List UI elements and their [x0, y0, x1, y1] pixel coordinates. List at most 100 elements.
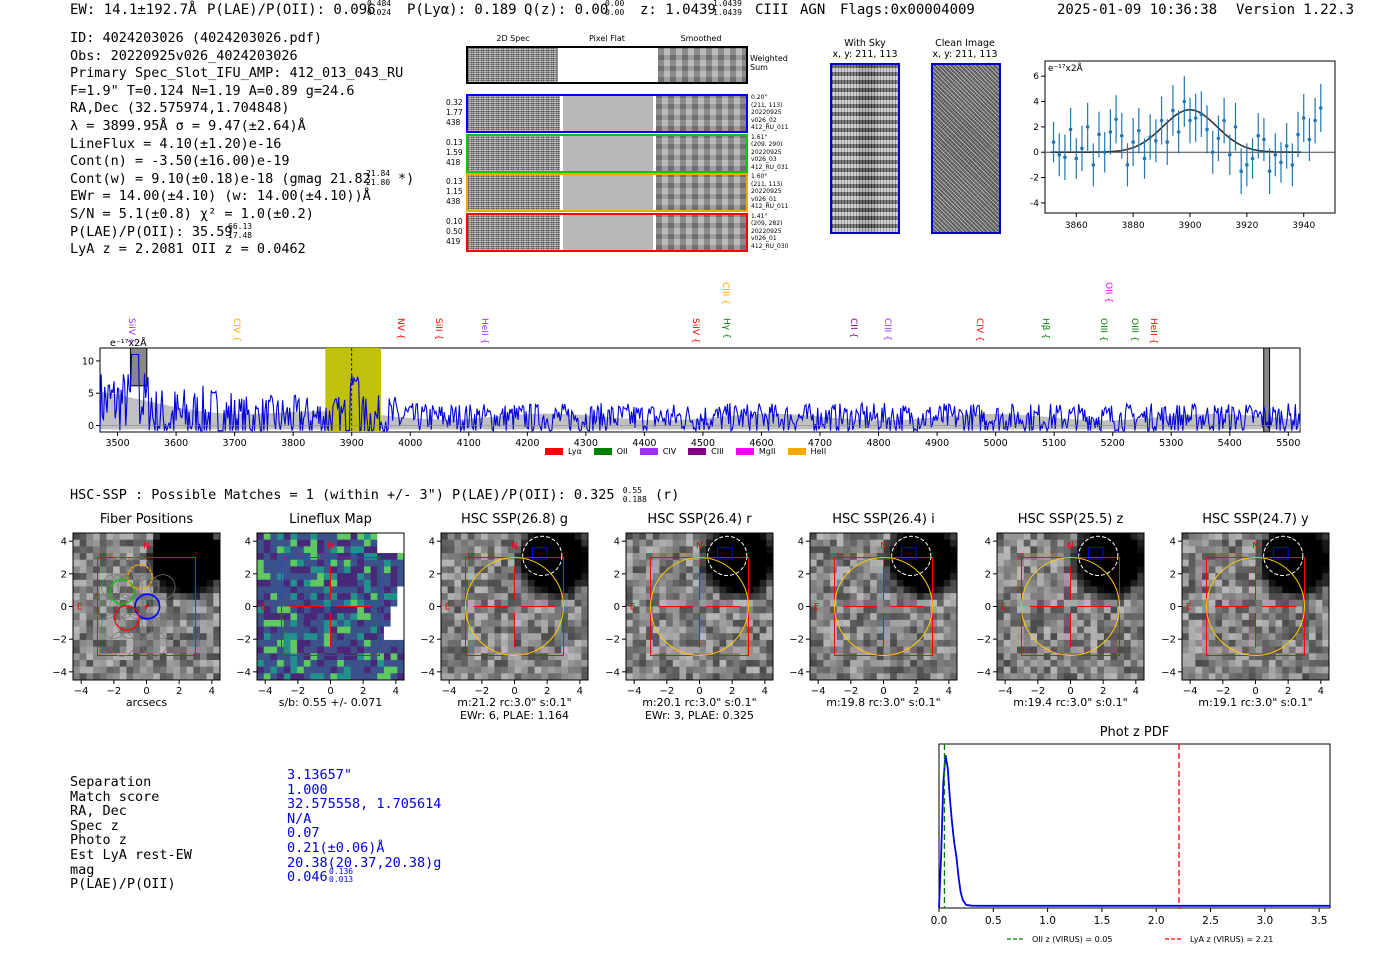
image-pixel: [1017, 673, 1025, 681]
image-pixel: [179, 673, 188, 681]
image-pixel: [574, 539, 582, 547]
image-pixel: [86, 539, 94, 547]
image-pixel: [447, 613, 455, 621]
image-pixel: [1130, 619, 1138, 628]
lineflux-pixel: [290, 639, 298, 648]
image-pixel: [923, 586, 931, 594]
lineflux-pixel: [310, 639, 318, 648]
lineflux-pixel: [383, 666, 392, 674]
lineflux-pixel: [383, 633, 392, 641]
image-pixel: [626, 586, 634, 594]
image-pixel: [1003, 533, 1011, 541]
image-pixel: [1077, 573, 1085, 581]
image-pixel: [1070, 546, 1078, 554]
image-pixel: [816, 653, 824, 661]
image-pixel: [93, 673, 101, 681]
image-pixel: [726, 633, 734, 641]
lineflux-pixel: [270, 673, 278, 681]
image-pixel: [179, 566, 188, 574]
image-pixel: [870, 606, 878, 614]
image-pixel: [554, 673, 562, 681]
image-pixel: [1195, 599, 1203, 607]
image-pixel: [639, 539, 647, 547]
image-pixel: [454, 633, 462, 641]
image-pixel: [1070, 606, 1078, 614]
image-pixel: [830, 586, 838, 594]
lineflux-pixel: [283, 613, 291, 621]
image-pixel: [193, 533, 201, 541]
header-version: Version 1.22.3: [1236, 2, 1355, 18]
image-pixel: [1063, 673, 1071, 681]
image-pixel: [916, 633, 925, 641]
image-pixel: [1288, 666, 1297, 674]
image-pixel: [883, 553, 891, 561]
image-pixel: [79, 586, 87, 594]
image-pixel: [179, 619, 188, 628]
spec2d-row-left-label: 0.10: [446, 216, 463, 226]
lineflux-pixel: [363, 673, 372, 681]
image-pixel: [850, 606, 858, 614]
image-pixel: [632, 533, 640, 541]
hsc-y-tick-label: −4: [789, 667, 804, 678]
image-pixel: [732, 666, 741, 674]
image-pixel: [1097, 666, 1105, 674]
image-pixel: [706, 559, 714, 567]
image-pixel: [166, 673, 174, 681]
image-pixel: [997, 673, 1005, 681]
image-pixel: [1268, 666, 1277, 674]
image-pixel: [1228, 606, 1236, 614]
image-pixel: [1322, 599, 1330, 607]
image-pixel: [903, 666, 911, 674]
image-pixel: [474, 573, 482, 581]
spec2d-row-flat: [563, 175, 653, 210]
east-label: E: [814, 603, 820, 613]
image-pixel: [1202, 573, 1210, 581]
image-pixel: [1043, 633, 1051, 641]
image-pixel: [823, 573, 831, 581]
image-pixel: [213, 586, 221, 594]
image-pixel: [1110, 553, 1118, 561]
spec2d-row-right-label: 20220925: [751, 188, 782, 196]
image-pixel: [99, 646, 107, 654]
image-pixel: [454, 626, 462, 634]
image-pixel: [1275, 619, 1283, 628]
header-qz-lo: 0.00: [605, 8, 625, 17]
image-pixel: [1010, 619, 1018, 628]
image-pixel: [86, 533, 94, 541]
lineflux-pixel: [370, 659, 378, 668]
image-pixel: [1202, 539, 1210, 547]
image-pixel: [1077, 559, 1085, 567]
image-pixel: [113, 646, 121, 654]
image-pixel: [699, 673, 707, 681]
image-pixel: [1195, 566, 1203, 574]
image-pixel: [99, 586, 107, 594]
image-pixel: [732, 573, 741, 581]
image-pixel: [574, 646, 582, 654]
lineflux-pixel: [283, 633, 291, 641]
lineflux-pixel: [297, 559, 305, 567]
image-pixel: [1063, 659, 1071, 668]
lineflux-pixel: [303, 553, 311, 561]
lineflux-pixel: [270, 599, 278, 607]
image-pixel: [179, 546, 188, 554]
image-pixel: [73, 673, 81, 681]
image-pixel: [950, 533, 958, 541]
image-pixel: [119, 546, 127, 554]
image-pixel: [652, 599, 660, 607]
image-pixel: [119, 646, 127, 654]
image-pixel: [1063, 539, 1071, 547]
image-pixel: [501, 659, 509, 668]
image-pixel: [1077, 633, 1085, 641]
image-pixel: [1222, 666, 1230, 674]
image-pixel: [823, 593, 831, 601]
fiber-circle: [133, 613, 160, 639]
image-pixel: [719, 579, 727, 587]
zoom-data-point: [1068, 127, 1073, 132]
match-value-text: 0.046: [287, 869, 328, 886]
image-pixel: [712, 566, 721, 574]
image-pixel: [883, 579, 891, 587]
image-pixel: [1235, 566, 1243, 574]
image-pixel: [936, 599, 945, 607]
source-ellipse: [707, 535, 748, 576]
image-pixel: [1030, 553, 1038, 561]
